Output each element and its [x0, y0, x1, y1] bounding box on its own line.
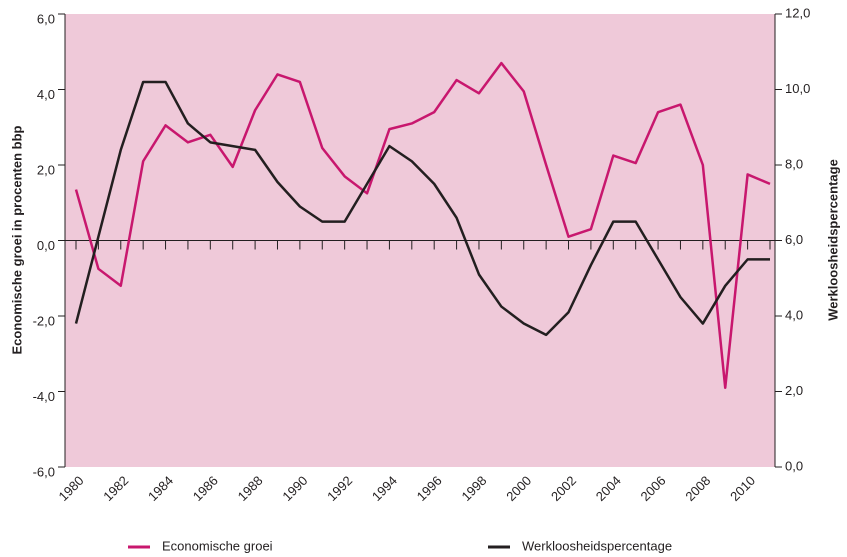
legend-label: Werkloosheidspercentage: [522, 538, 672, 553]
x-tick-label: 1992: [324, 473, 355, 504]
y2-tick-label: 2,0: [785, 383, 803, 398]
x-tick-label: 2002: [548, 473, 579, 504]
x-tick-label: 1990: [279, 473, 310, 504]
y2-axis-label: Werkloosheidspercentage: [825, 159, 840, 321]
x-tick-label: 2006: [638, 473, 669, 504]
y2-tick-label: 6,0: [785, 232, 803, 247]
x-tick-label: 2000: [503, 473, 534, 504]
y2-tick-label: 12,0: [785, 5, 810, 20]
x-tick-label: 1994: [369, 473, 400, 504]
y-tick-label: -4,0: [33, 389, 55, 404]
x-tick-label: 2008: [682, 473, 713, 504]
y-tick-label: -6,0: [33, 464, 55, 479]
series-line: [74, 80, 770, 337]
legend-label: Economische groei: [162, 538, 273, 553]
y2-tick-label: 0,0: [785, 458, 803, 473]
x-tick-label: 1980: [55, 473, 86, 504]
y2-tick-label: 10,0: [785, 81, 810, 96]
x-tick-label: 2004: [593, 473, 624, 504]
x-tick-label: 1998: [458, 473, 489, 504]
x-tick-label: 1984: [145, 473, 176, 504]
y-axis-label: Economische groei in procenten bbp: [9, 125, 24, 354]
series-line: [74, 61, 771, 389]
x-tick-label: 1996: [414, 473, 445, 504]
y2-tick-label: 4,0: [785, 307, 803, 322]
y-tick-label: 0,0: [37, 238, 55, 253]
x-tick-label: 1988: [235, 473, 266, 504]
y-tick-label: 6,0: [37, 11, 55, 26]
y-tick-label: -2,0: [33, 313, 55, 328]
x-tick-label: 2010: [727, 473, 758, 504]
y-tick-label: 4,0: [37, 87, 55, 102]
x-tick-label: 1986: [190, 473, 221, 504]
x-tick-label: 1982: [100, 473, 131, 504]
y2-tick-label: 8,0: [785, 156, 803, 171]
y-tick-label: 2,0: [37, 162, 55, 177]
